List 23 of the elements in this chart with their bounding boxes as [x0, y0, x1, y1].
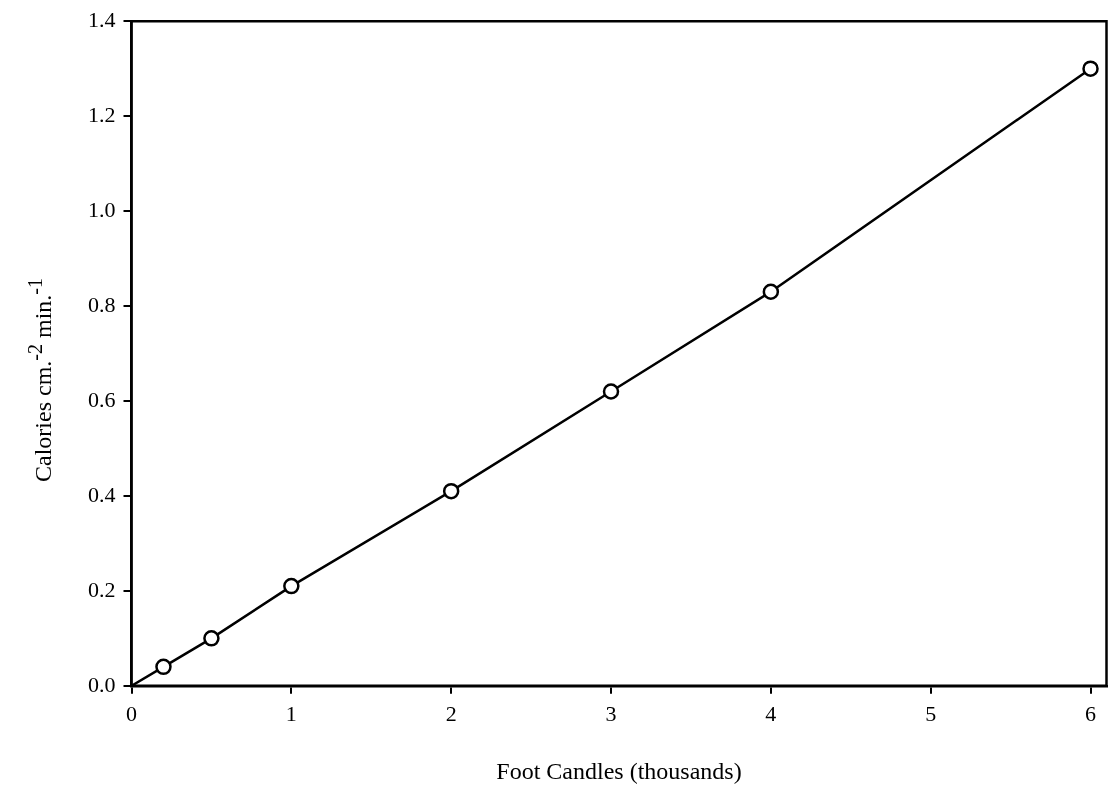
y-tick-label: 1.0 [88, 196, 116, 222]
point [762, 283, 780, 301]
x-tick-label: 3 [605, 700, 617, 726]
y-tick-label: 1.4 [88, 6, 116, 32]
y-tick-label: 1.2 [88, 101, 116, 127]
y-tick-label: 0.6 [88, 386, 116, 412]
x-tick-label: 1 [285, 700, 297, 726]
x-tick-label: 0 [126, 700, 137, 726]
x-axis-title: Foot Candles (thousands) [496, 757, 742, 784]
x-tick-label: 4 [765, 700, 777, 726]
point [283, 577, 300, 595]
point [203, 630, 220, 647]
point [1082, 60, 1099, 77]
point [602, 383, 620, 400]
point [442, 482, 460, 500]
x-tick-label: 2 [445, 700, 457, 726]
x-tick-label: 5 [925, 700, 937, 726]
x-tick-label: 6 [1085, 700, 1097, 726]
y-tick-label: 0.4 [88, 481, 116, 507]
y-tick-label: 0.8 [88, 291, 116, 317]
y-tick-label: 0.2 [88, 576, 116, 602]
point [155, 658, 172, 676]
y-tick-label: 0.0 [88, 671, 116, 697]
